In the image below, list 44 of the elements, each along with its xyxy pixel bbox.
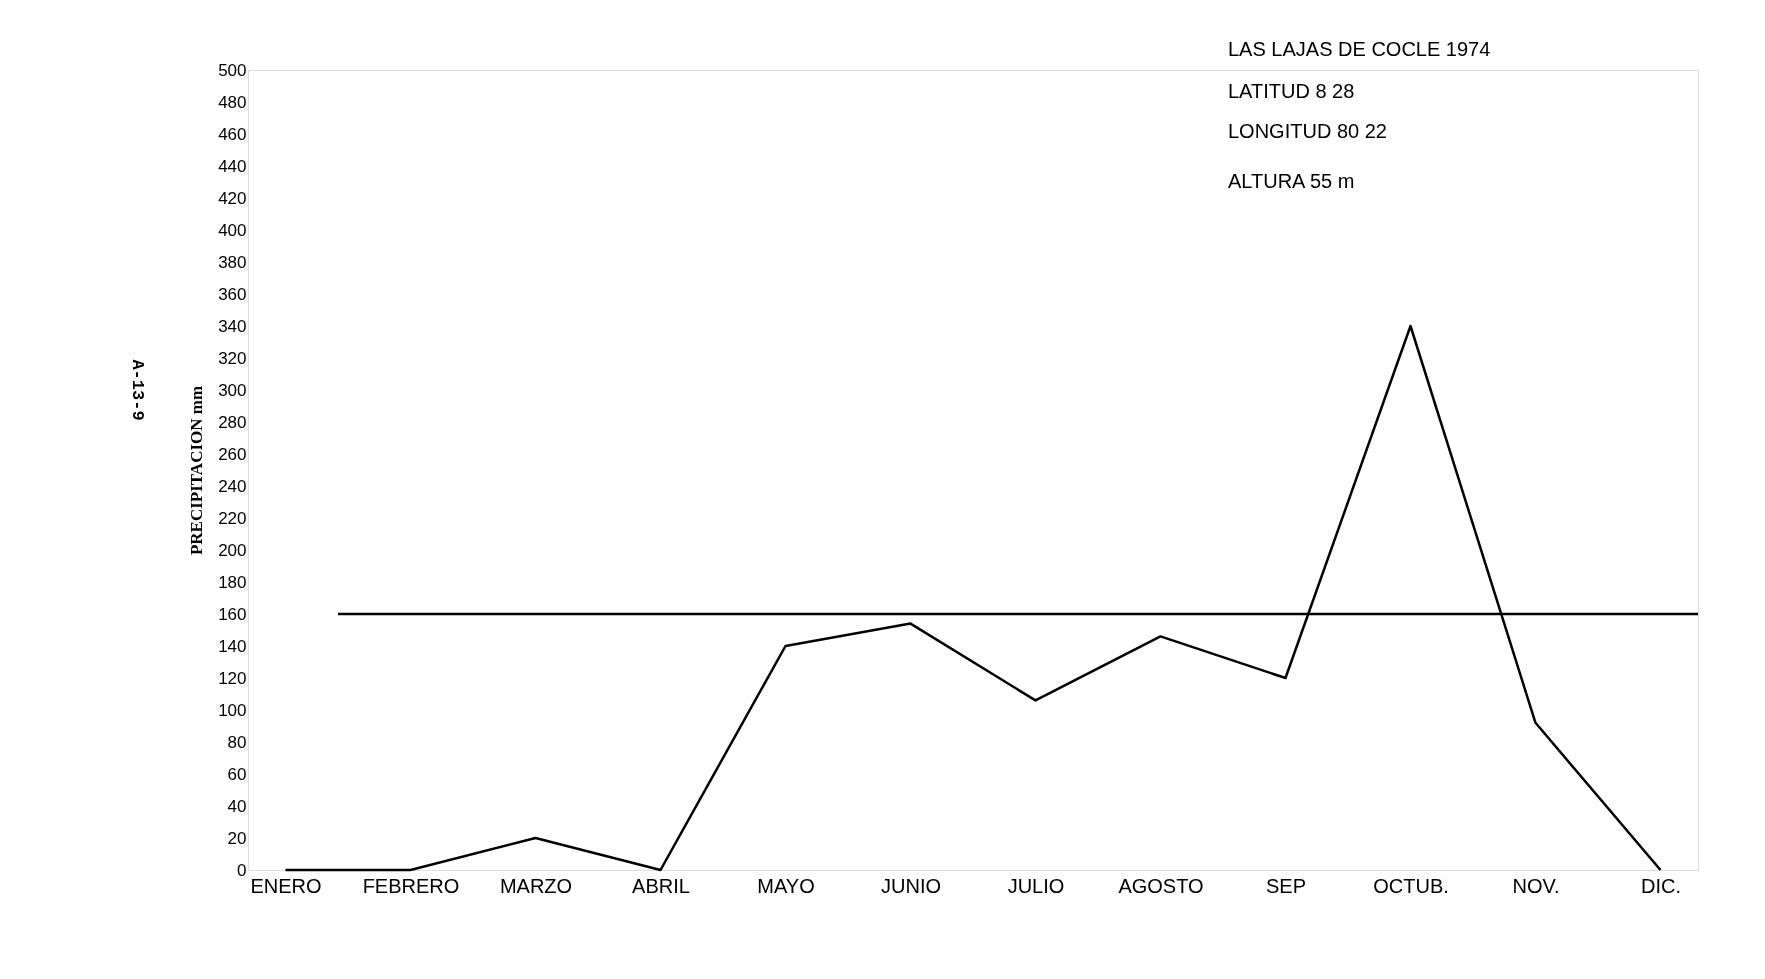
x-tick-label: OCTUB. (1373, 874, 1449, 897)
x-tick-label: FEBRERO (362, 874, 460, 897)
y-axis-title: PRECIPITACION mm (187, 385, 207, 556)
y-tick-label: 500 (218, 60, 247, 80)
y-tick-label: 360 (218, 284, 247, 304)
y-tick-label: 280 (218, 412, 247, 432)
annotation: ALTURA 55 m (1228, 170, 1355, 192)
y-tick-label: 20 (227, 828, 247, 848)
y-tick-label: 260 (218, 444, 247, 464)
y-tick-label: 220 (218, 508, 247, 528)
y-tick-label: 100 (218, 700, 247, 720)
x-tick-label: NOV. (1512, 874, 1560, 897)
y-tick-label: 320 (218, 348, 247, 368)
x-tick-label: AGOSTO (1118, 874, 1204, 897)
y-tick-label: 0 (237, 860, 247, 880)
y-tick-label: 160 (218, 604, 247, 624)
x-tick-label: DIC. (1641, 874, 1681, 897)
y-tick-label: 300 (218, 380, 247, 400)
x-tick-label: ABRIL (632, 874, 690, 897)
y-tick-label: 180 (218, 572, 247, 592)
x-tick-label: MARZO (499, 874, 573, 897)
y-tick-label: 380 (218, 252, 247, 272)
y-tick-label: 80 (227, 732, 247, 752)
y-tick-label: 60 (227, 764, 247, 784)
y-tick-label: 240 (218, 476, 247, 496)
y-tick-label: 480 (218, 92, 247, 112)
y-tick-label: 120 (218, 668, 247, 688)
y-tick-label: 420 (218, 188, 247, 208)
text: LAS LAJAS DE COCLE 1974 (1228, 38, 1491, 60)
y-tick-label: 200 (218, 540, 247, 560)
y-tick-label: 40 (227, 796, 247, 816)
y-tick-label: 340 (218, 316, 247, 336)
y-tick-label: 460 (218, 124, 247, 144)
x-tick-label: JULIO (1007, 874, 1065, 897)
x-tick-label: JUNIO (881, 874, 941, 897)
x-tick-label: MAYO (757, 874, 815, 897)
y-tick-label: 440 (218, 156, 247, 176)
annotation: LATITUD 8 28 (1228, 80, 1355, 102)
text: A-13-9 (128, 359, 147, 421)
x-tick-label: ENERO (250, 874, 322, 897)
y-tick-label: 400 (218, 220, 247, 240)
y-tick-label: 140 (218, 636, 247, 656)
annotation: LONGITUD 80 22 (1228, 120, 1387, 142)
x-tick-label: SEP (1265, 874, 1307, 897)
